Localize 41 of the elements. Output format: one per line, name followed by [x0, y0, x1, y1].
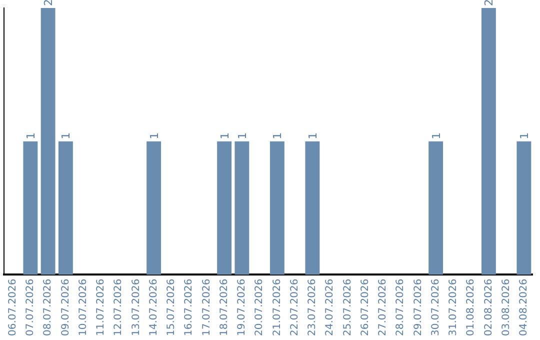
x-tick-label: 19.07.2026: [236, 278, 248, 336]
data-label: 1: [306, 132, 320, 140]
x-tick-label: 11.07.2026: [96, 278, 107, 336]
data-label: 1: [518, 132, 531, 140]
x-tick-label: 13.07.2026: [130, 278, 142, 336]
x-tick-label: 09.07.2026: [60, 278, 72, 336]
x-tick-label: 15.07.2026: [166, 278, 178, 336]
x-tick-label: 27.07.2026: [378, 278, 389, 336]
x-tick-label: 18.07.2026: [218, 278, 230, 336]
x-tick-label: 10.07.2026: [78, 278, 89, 336]
x-tick-label: 22.07.2026: [289, 278, 300, 336]
x-tick-label: 26.07.2026: [360, 278, 371, 336]
data-label: 1: [271, 132, 284, 140]
x-tick-label: 04.08.2026: [518, 278, 530, 336]
x-tick-label: 25.07.2026: [342, 278, 354, 336]
x-tick-label: 17.07.2026: [201, 278, 212, 336]
data-label: 1: [148, 132, 161, 140]
x-tick-label: 03.08.2026: [500, 278, 512, 336]
x-tick-label: 07.07.2026: [25, 278, 36, 336]
x-tick-label: 01.08.2026: [466, 278, 477, 336]
data-label: 2: [42, 0, 56, 6]
x-tick-label: 29.07.2026: [412, 278, 424, 336]
x-tick-label: 31.07.2026: [448, 278, 460, 336]
data-label: 1: [24, 132, 38, 140]
x-tick-label: 08.07.2026: [42, 278, 54, 336]
data-label: 2: [482, 0, 496, 6]
x-tick-label: 14.07.2026: [148, 278, 160, 336]
x-tick-label: 21.07.2026: [272, 278, 283, 336]
x-tick-label: 20.07.2026: [254, 278, 266, 336]
data-label: 1: [60, 132, 73, 140]
data-label: 1: [218, 132, 232, 140]
x-tick-label: 02.08.2026: [483, 278, 494, 336]
x-tick-label: 30.07.2026: [430, 278, 442, 336]
x-tick-label: 28.07.2026: [395, 278, 406, 336]
x-tick-label: 23.07.2026: [307, 278, 318, 336]
x-tick-label: 24.07.2026: [324, 278, 336, 336]
x-tick-label: 16.07.2026: [184, 278, 195, 336]
x-tick-label: 12.07.2026: [113, 278, 124, 336]
data-label: 1: [430, 132, 443, 140]
data-label: 1: [236, 132, 249, 140]
x-tick-label: 06.07.2026: [7, 278, 18, 336]
